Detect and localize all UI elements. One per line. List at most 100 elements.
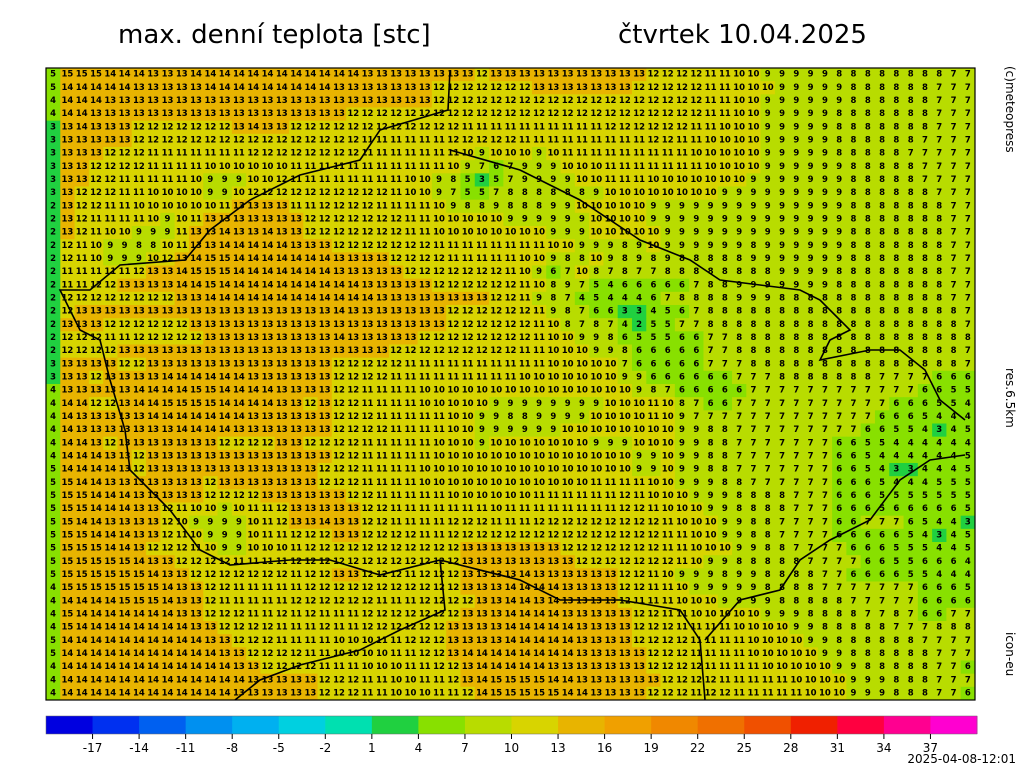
grid-value: 9 [793,267,799,277]
grid-cell [274,94,290,108]
grid-value: 14 [190,280,202,290]
grid-cell [88,94,104,108]
grid-value: 7 [965,175,971,185]
grid-value: 8 [722,254,728,264]
grid-value: 4 [951,412,957,422]
grid-value: 11 [405,359,417,369]
grid-value: 12 [519,83,531,93]
grid-value: 13 [204,214,216,224]
grid-value: 13 [405,320,417,330]
grid-value: 9 [207,175,213,185]
grid-value: 10 [648,438,660,448]
grid-value: 13 [233,307,245,317]
grid-value: 13 [162,96,174,106]
grid-value: 11 [390,162,402,172]
grid-value: 12 [447,83,459,93]
grid-value: 8 [908,201,914,211]
grid-value: 12 [547,109,559,119]
grid-value: 8 [622,241,628,251]
grid-value: 12 [447,96,459,106]
grid-value: 13 [419,293,431,303]
grid-value: 9 [679,412,685,422]
grid-value: 9 [679,425,685,435]
grid-value: 8 [736,307,742,317]
grid-value: 13 [362,83,374,93]
grid-value: 13 [290,320,302,330]
grid-value: 9 [793,214,799,224]
grid-value: 10 [633,214,645,224]
grid-value: 10 [233,162,245,172]
grid-value: 6 [951,372,957,382]
grid-value: 9 [836,83,842,93]
grid-value: 6 [679,307,685,317]
grid-value: 12 [490,280,502,290]
grid-value: 13 [90,149,102,159]
grid-value: 13 [119,280,131,290]
grid-value: 14 [247,241,259,251]
grid-value: 6 [593,307,599,317]
grid-value: 9 [436,175,442,185]
grid-value: 14 [176,372,188,382]
grid-value: 2 [50,280,56,290]
grid-value: 13 [319,399,331,409]
grid-value: 13 [262,333,274,343]
grid-cell [674,68,690,82]
grid-value: 8 [879,70,885,80]
grid-value: 12 [76,214,88,224]
grid-value: 12 [133,359,145,369]
grid-value: 10 [590,425,602,435]
grid-value: 13 [147,70,159,80]
grid-value: 7 [951,254,957,264]
grid-value: 6 [636,359,642,369]
grid-value: 13 [276,228,288,238]
grid-value: 8 [865,267,871,277]
grid-value: 11 [76,254,88,264]
grid-value: 12 [648,109,660,119]
grid-value: 14 [104,70,116,80]
grid-value: 8 [922,188,928,198]
grid-value: 13 [419,96,431,106]
grid-value: 12 [76,188,88,198]
grid-value: 9 [822,135,828,145]
grid-value: 8 [851,135,857,145]
grid-value: 13 [190,307,202,317]
grid-value: 13 [219,333,231,343]
grid-value: 13 [190,346,202,356]
grid-value: 10 [90,254,102,264]
grid-value: 6 [679,359,685,369]
grid-value: 13 [376,346,388,356]
grid-value: 8 [851,372,857,382]
grid-value: 3 [50,135,56,145]
grid-value: 13 [376,267,388,277]
grid-value: 10 [705,162,717,172]
grid-value: 12 [90,293,102,303]
grid-value: 11 [633,162,645,172]
grid-cell [188,68,204,82]
grid-value: 5 [665,320,671,330]
grid-value: 13 [376,70,388,80]
grid-value: 14 [319,83,331,93]
grid-value: 12 [347,109,359,119]
grid-value: 14 [76,399,88,409]
grid-value: 13 [190,241,202,251]
grid-value: 10 [490,214,502,224]
grid-value: 8 [851,254,857,264]
grid-value: 12 [376,188,388,198]
grid-cell [703,81,719,95]
grid-value: 8 [665,267,671,277]
grid-value: 13 [162,307,174,317]
grid-value: 14 [276,70,288,80]
grid-cell [760,81,776,95]
grid-value: 7 [965,359,971,369]
grid-value: 8 [908,228,914,238]
grid-value: 12 [304,438,316,448]
grid-cell [346,68,361,82]
grid-value: 13 [362,333,374,343]
grid-value: 10 [648,425,660,435]
grid-value: 7 [908,386,914,396]
grid-value: 9 [722,241,728,251]
grid-value: 11 [290,201,302,211]
grid-value: 12 [104,399,116,409]
grid-value: 10 [733,149,745,159]
grid-value: 12 [119,320,131,330]
